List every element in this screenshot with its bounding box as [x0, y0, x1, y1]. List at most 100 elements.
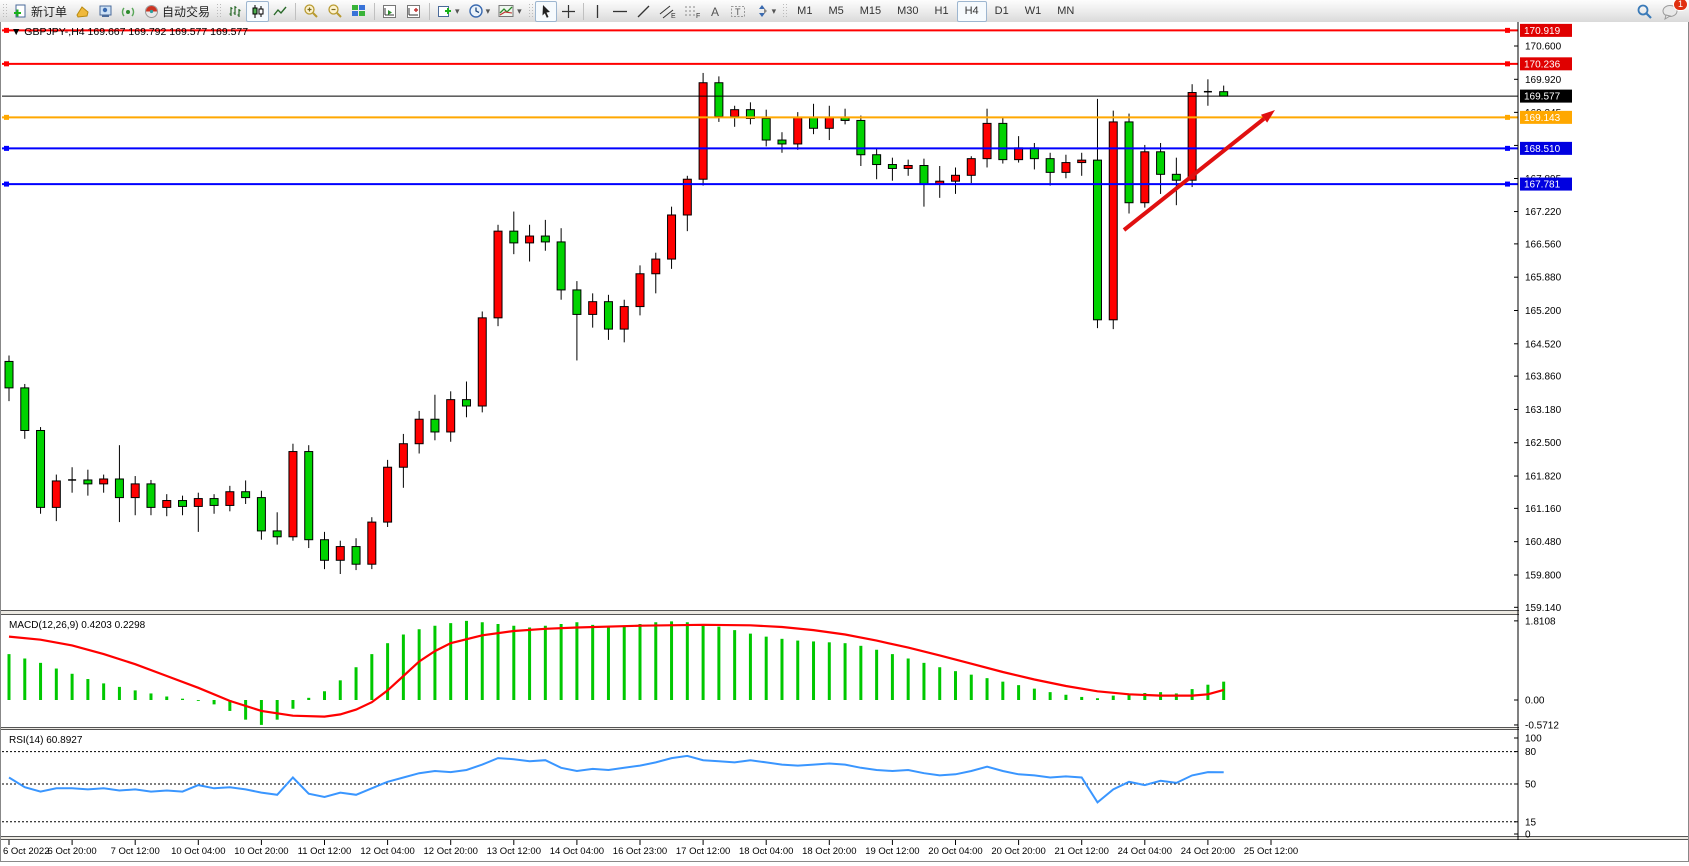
timeframe-button-h1[interactable]: H1 [927, 1, 957, 22]
market-watch-button[interactable] [94, 1, 117, 22]
search-button[interactable] [1632, 1, 1657, 22]
price-axis-tick-label: 166.560 [1525, 239, 1562, 250]
line-handle[interactable] [1505, 27, 1510, 33]
candle-down [745, 109, 755, 119]
vertical-line-icon [596, 4, 598, 18]
price-axis-tick-label: 164.520 [1525, 339, 1562, 350]
timeframe-button-w1[interactable]: W1 [1017, 1, 1050, 22]
price-badge [1520, 141, 1572, 155]
zoom-out-icon [328, 4, 342, 18]
candle-up [193, 498, 203, 507]
macd-axis-label: -0.5712 [1525, 720, 1559, 731]
timeframe-label: MN [1057, 5, 1075, 17]
new-order-button[interactable]: 新订单 [9, 1, 71, 22]
auto-trading-button[interactable]: 自动交易 [140, 1, 214, 22]
timeframe-button-m15[interactable]: M15 [852, 1, 889, 22]
macd-axis-label: 0.00 [1525, 696, 1545, 707]
candle-down [430, 418, 440, 433]
time-axis-label: 10 Oct 20:00 [234, 846, 288, 857]
line-handle[interactable] [4, 181, 9, 187]
macd-signal-line [8, 623, 1224, 718]
zoom-in-icon [304, 4, 318, 18]
candle-up [225, 491, 235, 506]
horizontal-line-tool-button[interactable] [608, 1, 632, 22]
signals-button[interactable] [117, 1, 140, 22]
timeframe-button-mn[interactable]: MN [1049, 1, 1082, 22]
timeframe-button-h4[interactable]: H4 [956, 0, 987, 22]
candle-down [178, 500, 188, 507]
timeframe-button-d1[interactable]: D1 [987, 1, 1017, 22]
bar-chart-button[interactable] [223, 1, 246, 22]
crosshair-tool-button[interactable] [557, 1, 580, 22]
line-handle[interactable] [1505, 181, 1510, 187]
zoom-in-button[interactable] [299, 1, 323, 22]
auto-trading-label: 自动交易 [162, 4, 211, 19]
candle-down [1171, 173, 1181, 181]
annotation-arrow-head[interactable] [1260, 110, 1275, 123]
template-icon [498, 5, 514, 17]
dropdown-caret: ▾ [517, 5, 522, 16]
time-axis-label: 25 Oct 12:00 [1244, 846, 1298, 857]
line-handle[interactable] [1505, 145, 1510, 151]
candle-up [682, 178, 692, 216]
candlestick-chart-button[interactable] [246, 0, 270, 22]
chart-canvas[interactable]: 170.600169.920169.245168.570167.895167.2… [1, 22, 1689, 861]
trendline-tool-button[interactable] [632, 1, 655, 22]
toolbar-separator [374, 2, 376, 20]
zoom-out-button[interactable] [323, 1, 347, 22]
price-axis-tick-label: 165.200 [1525, 306, 1562, 317]
time-axis-label: 20 Oct 20:00 [991, 846, 1045, 857]
candle-down [777, 139, 787, 145]
price-axis-tick-label: 163.860 [1525, 372, 1562, 383]
notifications-button[interactable]: 1 [1657, 0, 1688, 22]
add-indicator-button[interactable]: ▾ [433, 1, 464, 22]
line-handle[interactable] [4, 114, 9, 120]
line-handle[interactable] [4, 61, 9, 67]
template-button[interactable]: ▾ [494, 1, 526, 22]
candle-up [477, 317, 487, 407]
vertical-line-tool-button[interactable] [587, 1, 608, 22]
text-tool-button[interactable]: A [705, 1, 726, 22]
time-axis-label: 24 Oct 20:00 [1181, 846, 1235, 857]
timeframe-label: M1 [797, 5, 813, 17]
text-label-tool-button[interactable]: T [726, 1, 750, 22]
line-handle[interactable] [1505, 114, 1510, 120]
price-axis-tick-label: 170.600 [1525, 42, 1562, 53]
timeframe-button-m1[interactable]: M1 [789, 1, 820, 22]
indicator-window-icon [383, 4, 397, 18]
line-chart-button[interactable] [269, 1, 292, 22]
panel-separator[interactable] [1, 610, 1688, 615]
candle-up [651, 258, 661, 275]
cursor-tool-button[interactable] [534, 0, 557, 22]
panel-separator[interactable] [1, 727, 1688, 730]
line-handle[interactable] [4, 27, 9, 33]
candle-up [635, 273, 645, 308]
timeframe-button-m30[interactable]: M30 [889, 1, 926, 22]
history-button[interactable] [71, 1, 94, 22]
annotation-arrow-shaft[interactable] [1122, 117, 1266, 232]
indicator-window-button[interactable] [378, 1, 402, 22]
indicator-list-button[interactable] [402, 1, 426, 22]
panel-separator[interactable] [1, 836, 1688, 840]
price-badge-label: 169.143 [1524, 113, 1561, 124]
clock-icon [468, 4, 483, 18]
candle-down [919, 165, 929, 185]
timeframe-button-m5[interactable]: M5 [820, 1, 851, 22]
rsi-indicator-label: RSI(14) 60.8927 [9, 735, 83, 746]
dropdown-caret: ▾ [485, 5, 491, 16]
fibonacci-tool-button[interactable]: F [680, 1, 705, 22]
arrows-tool-button[interactable]: ▾ [750, 1, 781, 22]
period-button[interactable]: ▾ [464, 1, 495, 22]
line-handle[interactable] [1505, 61, 1510, 67]
horizontal-line-icon [612, 10, 627, 12]
toolbar: 新订单 自动交易 [0, 0, 1689, 23]
tile-windows-button[interactable] [347, 1, 371, 22]
line-handle[interactable] [4, 145, 9, 151]
equidistant-channel-tool-button[interactable]: E [655, 1, 680, 22]
candle-down [20, 387, 30, 431]
candle-down [256, 497, 266, 532]
timeframe-label: H4 [964, 5, 979, 17]
timeframe-label: M15 [859, 5, 882, 17]
price-axis-tick-label: 161.160 [1525, 504, 1562, 515]
search-icon [1637, 4, 1652, 19]
